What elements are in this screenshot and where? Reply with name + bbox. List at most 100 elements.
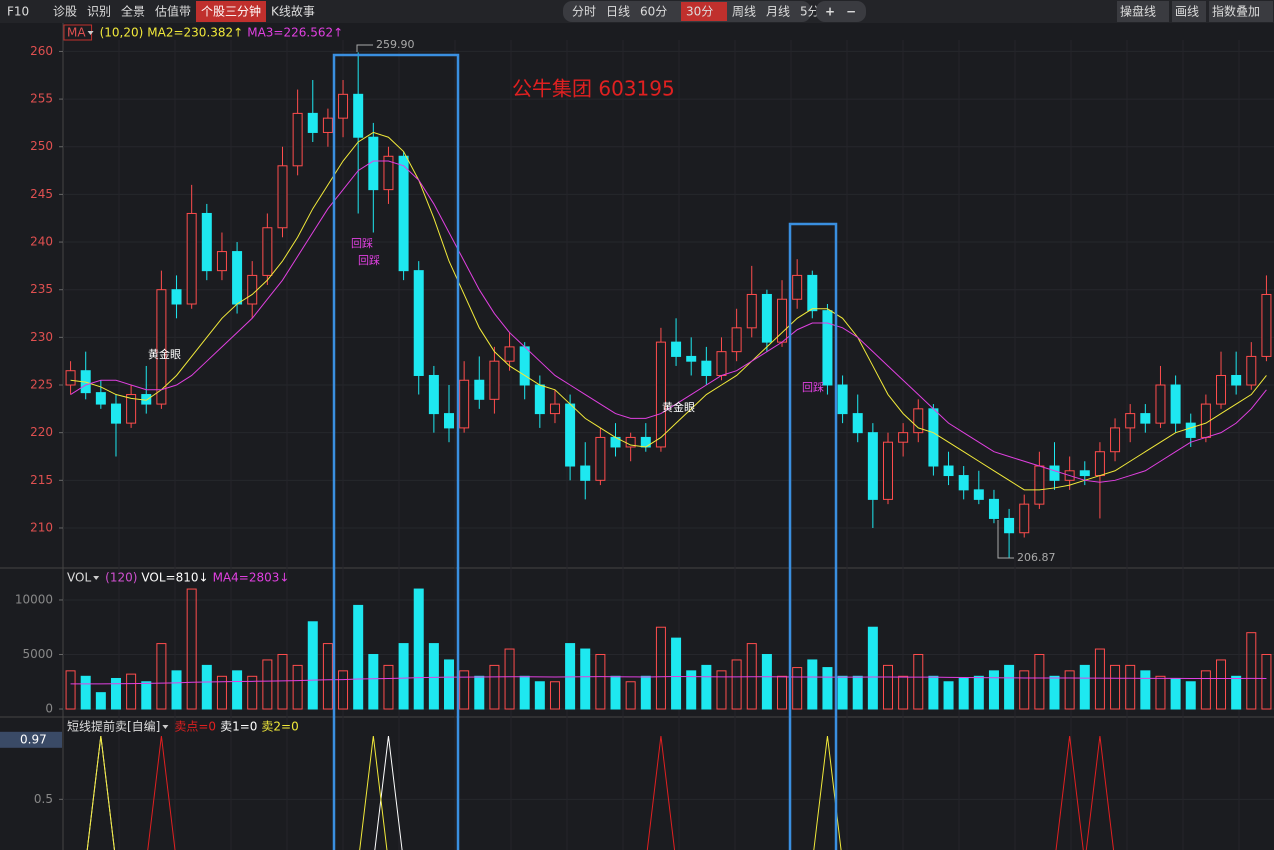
volume-bar: [1079, 664, 1090, 710]
params: (120): [105, 571, 137, 585]
volume-bar: [1170, 677, 1181, 710]
candle-body: [746, 293, 757, 329]
volume-bar: [640, 675, 651, 710]
candle-body: [852, 413, 863, 434]
volume-bar: [216, 675, 227, 710]
volume-bar: [1064, 670, 1075, 710]
y-tick-label: 255: [30, 92, 53, 106]
indicator-label[interactable]: 短线提前卖[自编]: [67, 719, 160, 734]
candle-body: [1231, 374, 1242, 386]
zoom-button[interactable]: +: [825, 5, 835, 19]
period-tab[interactable]: 60分: [640, 5, 667, 19]
volume-bar: [353, 604, 364, 710]
toolbar-tab[interactable]: 个股三分钟: [201, 4, 261, 19]
candle-body: [761, 293, 772, 343]
period-tab[interactable]: 分时: [572, 5, 596, 19]
volume-bar: [126, 673, 137, 710]
volume-bar: [549, 681, 560, 710]
volume-bar: [882, 664, 893, 710]
period-tab[interactable]: 5分: [800, 5, 820, 19]
period-tab[interactable]: 30分: [686, 5, 713, 19]
toolbar-button[interactable]: 操盘线: [1120, 4, 1156, 19]
volume-bar: [701, 664, 712, 710]
toolbar-button[interactable]: 指数叠加: [1212, 4, 1260, 19]
volume-bar: [65, 670, 76, 710]
volume-bar: [761, 653, 772, 710]
period-tab[interactable]: 周线: [732, 5, 756, 19]
candle-body: [519, 346, 530, 386]
candle-body: [262, 227, 273, 276]
volume-bar: [1110, 664, 1121, 710]
volume-bar: [368, 653, 379, 710]
candle-body: [595, 436, 606, 481]
candle-body: [247, 274, 258, 305]
volume-bar: [322, 643, 333, 710]
volume-bar: [444, 659, 455, 710]
volume-bar: [262, 659, 273, 710]
candle-body: [1170, 384, 1181, 424]
y-tick-label: 225: [30, 378, 53, 392]
candle-body: [565, 403, 576, 467]
volume-bar: [928, 675, 939, 710]
candle-body: [1246, 355, 1257, 386]
zoom-button[interactable]: −: [846, 5, 856, 19]
toolbar-tab[interactable]: 识别: [87, 5, 111, 19]
toolbar-button-bg: [1209, 1, 1273, 22]
volume-bar: [837, 675, 848, 710]
toolbar-tab[interactable]: K线故事: [271, 4, 315, 19]
annotation: 206.87: [1017, 551, 1056, 564]
candle-body: [1185, 422, 1196, 438]
y-tick-label: 0.5: [34, 792, 53, 806]
candle-body: [110, 403, 121, 424]
volume-bar: [247, 675, 258, 710]
y-tick-label: 260: [30, 44, 53, 58]
volume-bar: [413, 588, 424, 710]
candle-body: [792, 274, 803, 300]
y-tick-label: 10000: [15, 592, 53, 606]
candle-body: [837, 384, 848, 415]
y-tick-label: 235: [30, 282, 53, 296]
current-value-box: [0, 731, 62, 748]
candle-body: [156, 289, 167, 405]
period-tab[interactable]: 日线: [606, 5, 630, 19]
period-tab[interactable]: 月线: [766, 5, 790, 19]
leader-line: [997, 520, 1014, 559]
toolbar-tab[interactable]: 估值带: [155, 4, 191, 19]
candle-body: [1110, 427, 1121, 453]
legend-entry: 卖点=0: [174, 720, 216, 734]
toolbar-button[interactable]: 画线: [1175, 5, 1199, 19]
volume-bar: [1034, 653, 1045, 710]
candle-body: [277, 165, 288, 229]
volume-bar: [383, 664, 394, 710]
volume-bar: [307, 621, 318, 710]
annotation: 黄金眼: [148, 347, 181, 361]
volume-bar: [201, 664, 212, 710]
volume-bar: [973, 675, 984, 710]
volume-bar: [1125, 664, 1136, 710]
candle-body: [126, 394, 137, 424]
volume-bar: [943, 681, 954, 710]
indicator-label[interactable]: MA: [67, 26, 86, 40]
volume-bar: [474, 675, 485, 710]
y-tick-label: 240: [30, 235, 53, 249]
candle-body: [474, 379, 485, 400]
volume-bar: [1216, 659, 1227, 710]
legend-entry: MA4=2803↓: [213, 571, 290, 585]
volume-bar: [1019, 670, 1030, 710]
volume-bar: [489, 664, 500, 710]
candle-body: [1125, 413, 1136, 429]
candle-body: [1216, 374, 1227, 405]
toolbar-tab[interactable]: 诊股: [53, 5, 77, 19]
candle-body: [882, 441, 893, 500]
candle-body: [867, 432, 878, 500]
indicator-label[interactable]: VOL: [67, 571, 91, 585]
y-tick-label: 230: [30, 330, 53, 344]
series-line: [70, 676, 1267, 685]
toolbar-tab[interactable]: 全景: [121, 4, 145, 19]
volume-bar: [186, 588, 197, 710]
candle-body: [625, 436, 636, 448]
volume-bar: [1200, 670, 1211, 710]
toolbar-tab[interactable]: F10: [7, 5, 29, 19]
y-tick-label: 0: [45, 702, 53, 716]
volume-bar: [595, 653, 606, 710]
